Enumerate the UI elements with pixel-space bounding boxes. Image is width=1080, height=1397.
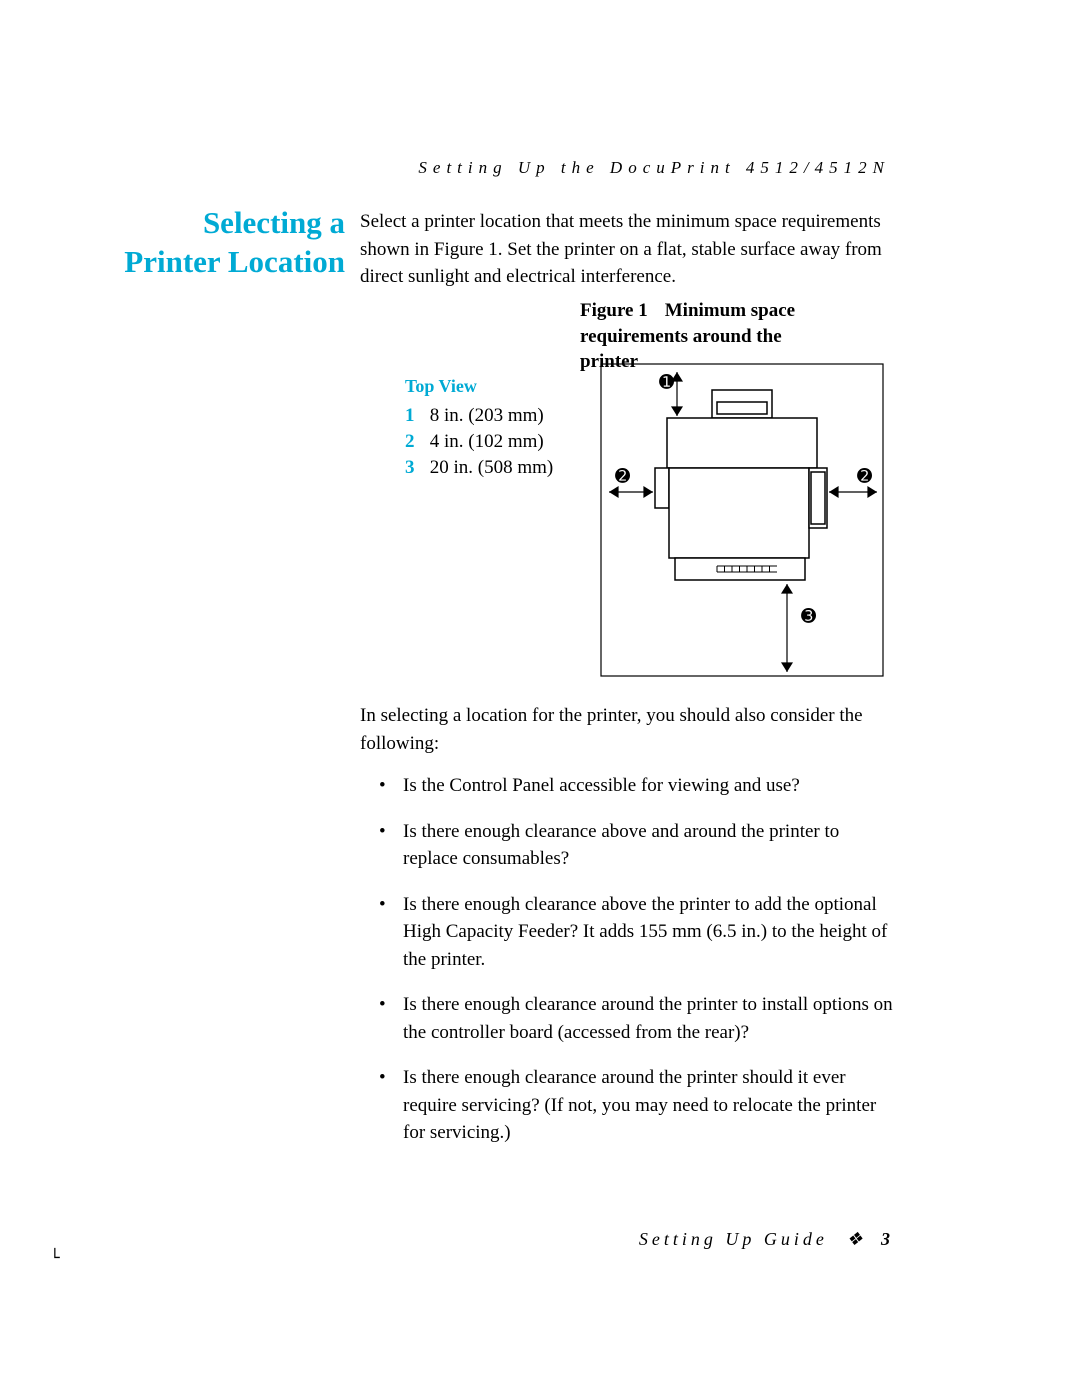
- svg-text:➌: ➌: [801, 606, 816, 626]
- top-view-title: Top View: [405, 376, 553, 397]
- list-item: Is the Control Panel accessible for view…: [375, 772, 895, 800]
- page: Setting Up the DocuPrint 4512/4512N Sele…: [0, 0, 1080, 1397]
- dim-text: 4 in. (102 mm): [430, 431, 544, 452]
- dim-text: 8 in. (203 mm): [430, 405, 544, 426]
- footer: Setting Up Guide ❖ 3: [639, 1229, 890, 1250]
- page-number: 3: [881, 1229, 890, 1249]
- dimension-row: 3 20 in. (508 mm): [405, 457, 553, 479]
- dimension-row: 1 8 in. (203 mm): [405, 405, 553, 427]
- dim-num: 2: [405, 431, 425, 453]
- running-header: Setting Up the DocuPrint 4512/4512N: [418, 158, 890, 178]
- footer-deco-icon: ❖: [846, 1229, 862, 1249]
- svg-text:➋: ➋: [857, 466, 872, 486]
- list-item: Is there enough clearance around the pri…: [375, 1064, 895, 1147]
- svg-text:➊: ➊: [659, 372, 674, 392]
- intro-paragraph: Select a printer location that meets the…: [360, 208, 890, 291]
- figure-label: Figure 1: [580, 298, 660, 324]
- dimension-row: 2 4 in. (102 mm): [405, 431, 553, 453]
- considerations-list: Is the Control Panel accessible for view…: [375, 772, 895, 1165]
- follow-paragraph: In selecting a location for the printer,…: [360, 702, 890, 757]
- printer-diagram: ➊ ➋ ➋ ➌: [597, 360, 887, 680]
- top-view-legend: Top View 1 8 in. (203 mm) 2 4 in. (102 m…: [405, 376, 553, 483]
- dim-num: 1: [405, 405, 425, 427]
- list-item: Is there enough clearance above the prin…: [375, 891, 895, 974]
- crop-mark-icon: └: [50, 1248, 60, 1267]
- svg-text:➋: ➋: [615, 466, 630, 486]
- dim-num: 3: [405, 457, 425, 479]
- dim-text: 20 in. (508 mm): [430, 457, 554, 478]
- list-item: Is there enough clearance around the pri…: [375, 991, 895, 1046]
- footer-text: Setting Up Guide: [639, 1229, 828, 1249]
- section-title: Selecting a Printer Location: [120, 204, 345, 282]
- list-item: Is there enough clearance above and arou…: [375, 818, 895, 873]
